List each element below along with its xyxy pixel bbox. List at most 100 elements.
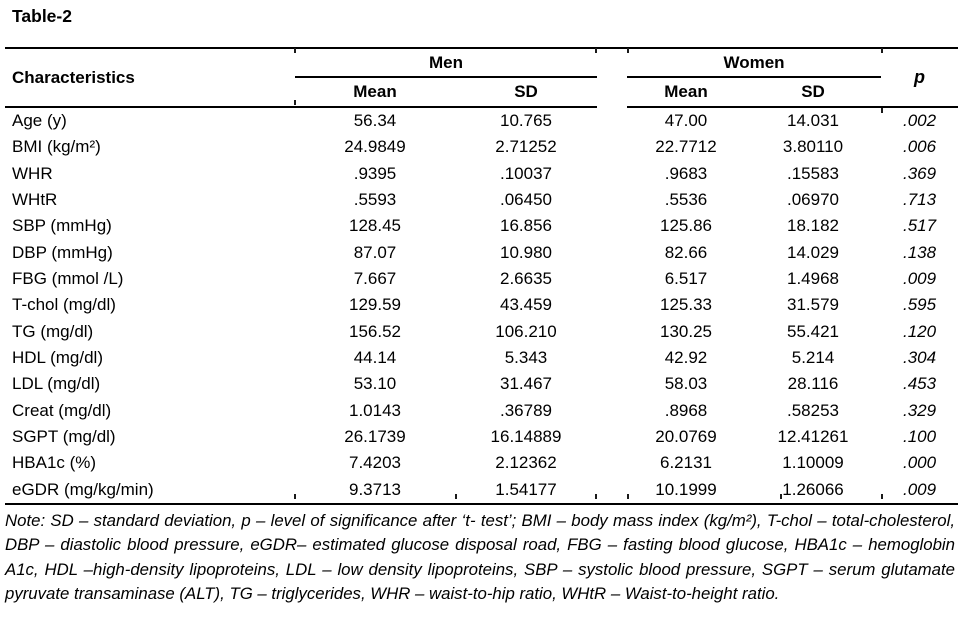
women-sd-value: 55.421: [787, 321, 839, 341]
table-border-tick: [595, 48, 597, 53]
women-mean-value: 58.03: [664, 374, 708, 394]
women-sd-value: 1.10009: [782, 453, 844, 473]
separator-cell: [597, 450, 627, 476]
table-note: Note: SD – standard deviation, p – level…: [5, 511, 955, 604]
men-mean-value: 7.4203: [349, 453, 401, 473]
row-label: DBP (mmHg): [12, 242, 113, 262]
row-label: Age (y): [12, 111, 67, 130]
table-border-tick: [881, 48, 883, 53]
column-header-women-mean: Mean: [627, 77, 745, 108]
separator-cell: [597, 319, 627, 345]
men-mean-value: 7.667: [353, 269, 397, 289]
separator-cell: [597, 240, 627, 266]
women-sd-value: 1.26066: [745, 476, 882, 506]
men-sd-value: 1.54177: [455, 476, 597, 506]
men-sd-value: 10.765: [500, 111, 552, 130]
women-mean-value: 47.00: [664, 111, 708, 130]
p-value: .369: [902, 163, 937, 183]
separator-cell: [597, 371, 627, 397]
separator-cell: [597, 266, 627, 292]
table-border-tick: [455, 494, 457, 499]
men-sd-value: .10037: [500, 163, 552, 183]
p-value: .006: [902, 137, 937, 157]
row-label: T-chol (mg/dl): [12, 295, 116, 315]
men-sd-value: 43.459: [500, 295, 552, 315]
p-value: .000: [902, 453, 937, 473]
men-mean-value: 44.14: [353, 348, 397, 368]
statistics-table: Characteristics Men Women p Mean SD Mean…: [5, 47, 959, 506]
men-mean-value: 24.9849: [344, 137, 406, 157]
men-sd-value: 31.467: [500, 374, 552, 394]
table-row: HDL (mg/dl) 44.14 5.343 42.92 5.214 .304: [5, 345, 958, 371]
men-sd-value: 2.6635: [500, 269, 552, 289]
men-sd-value: 16.14889: [490, 427, 562, 447]
row-label: LDL (mg/dl): [12, 374, 101, 394]
p-value: .595: [902, 295, 937, 315]
table-row: WHtR .5593 .06450 .5536 .06970 .713: [5, 187, 958, 213]
table-row: Age (y) 56.34 10.765 47.00 14.031 .002: [5, 107, 958, 134]
p-value: .304: [902, 348, 937, 368]
separator-cell: [597, 187, 627, 213]
table-border-tick: [294, 48, 296, 53]
column-header-men-mean: Mean: [295, 77, 455, 108]
header-row-groups: Characteristics Men Women p: [5, 47, 959, 108]
men-sd-value: 10.980: [500, 242, 552, 262]
women-sd-value: 31.579: [787, 295, 839, 315]
women-mean-value: 10.1999: [627, 476, 745, 506]
women-mean-value: 20.0769: [655, 427, 717, 447]
p-value: .100: [902, 427, 937, 447]
p-value: .138: [902, 242, 937, 262]
men-mean-value: 26.1739: [344, 427, 406, 447]
separator-cell: [597, 476, 627, 506]
p-value: .009: [902, 269, 937, 289]
table-border-tick: [780, 494, 782, 499]
p-value: .002: [902, 111, 937, 130]
women-sd-value: .58253: [787, 400, 839, 420]
row-label: HDL (mg/dl): [12, 348, 103, 368]
men-mean-value: 87.07: [353, 242, 397, 262]
table-row: SGPT (mg/dl) 26.1739 16.14889 20.0769 12…: [5, 424, 958, 450]
table-border-tick: [881, 108, 883, 113]
table-row: TG (mg/dl) 156.52 106.210 130.25 55.421 …: [5, 319, 958, 345]
p-value: .329: [902, 400, 937, 420]
column-header-characteristics: Characteristics: [5, 47, 295, 108]
women-sd-value: 14.031: [787, 111, 839, 130]
separator-cell: [597, 345, 627, 371]
column-header-men-sd: SD: [455, 77, 597, 108]
women-mean-value: 125.86: [660, 216, 712, 236]
row-label: FBG (mmol /L): [12, 269, 124, 289]
p-value: .713: [902, 190, 937, 210]
men-sd-value: 16.856: [500, 216, 552, 236]
table-border-tick: [595, 494, 597, 499]
column-header-women-sd: SD: [745, 77, 882, 108]
separator-cell: [597, 134, 627, 160]
column-group-men: Men: [295, 47, 597, 78]
separator-cell: [597, 213, 627, 239]
women-sd-value: 28.116: [787, 374, 839, 394]
women-sd-value: 5.214: [791, 348, 835, 368]
p-value: .453: [902, 374, 937, 394]
women-sd-value: 3.80110: [782, 137, 844, 157]
table-row: BMI (kg/m²) 24.9849 2.71252 22.7712 3.80…: [5, 134, 958, 160]
column-header-p: p: [881, 47, 959, 108]
women-sd-value: 12.41261: [777, 427, 849, 447]
separator-cell: [597, 161, 627, 187]
table-row: T-chol (mg/dl) 129.59 43.459 125.33 31.5…: [5, 292, 958, 318]
table-row: DBP (mmHg) 87.07 10.980 82.66 14.029 .13…: [5, 240, 958, 266]
table-title: Table-2: [12, 6, 72, 26]
women-mean-value: 22.7712: [655, 137, 717, 157]
women-sd-value: .15583: [787, 163, 839, 183]
women-sd-value: 18.182: [787, 216, 839, 236]
row-label: Creat (mg/dl): [12, 400, 112, 420]
separator-cell: [597, 107, 627, 134]
men-sd-value: 2.12362: [495, 453, 557, 473]
men-mean-value: 128.45: [349, 216, 401, 236]
p-value: .009: [881, 476, 959, 506]
men-mean-value: .9395: [353, 163, 397, 183]
men-mean-value: 129.59: [349, 295, 401, 315]
table-row: HBA1c (%) 7.4203 2.12362 6.2131 1.10009 …: [5, 450, 958, 476]
women-mean-value: 42.92: [664, 348, 708, 368]
separator-cell: [597, 424, 627, 450]
women-mean-value: .8968: [664, 400, 708, 420]
men-sd-value: 5.343: [504, 348, 548, 368]
